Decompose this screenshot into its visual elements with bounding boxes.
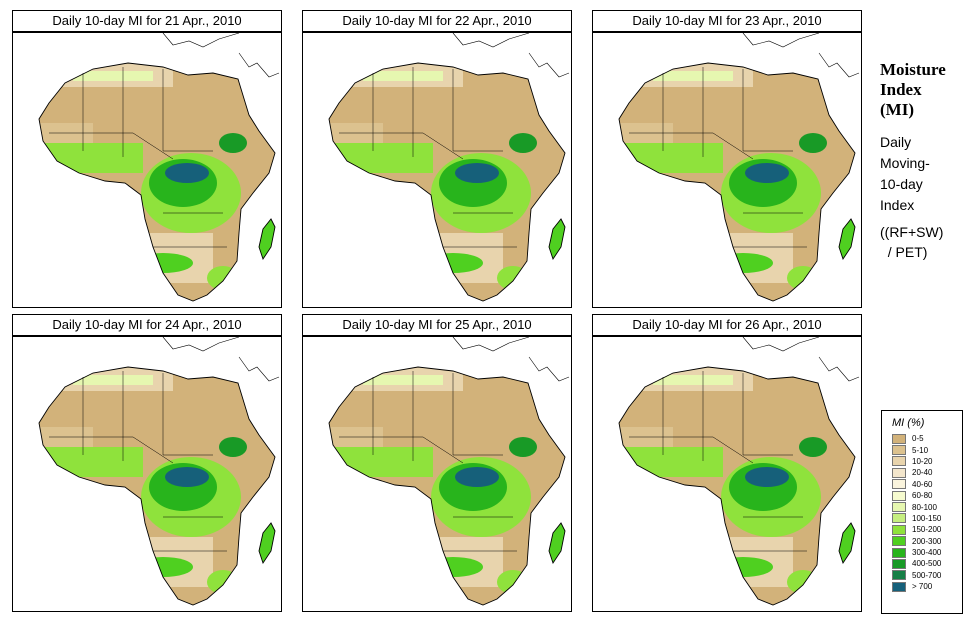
legend-label: 200-300 bbox=[912, 536, 942, 546]
legend-item: 40-60 bbox=[892, 479, 962, 490]
legend-item: 400-500 bbox=[892, 558, 962, 569]
legend-label: 20-40 bbox=[912, 468, 933, 478]
title-line: Moisture bbox=[880, 60, 946, 79]
description-line: 10-day bbox=[880, 176, 923, 192]
map-panel: Daily 10-day MI for 25 Apr., 2010 bbox=[302, 314, 572, 612]
formula-line: / PET) bbox=[880, 244, 928, 260]
legend-label: 400-500 bbox=[912, 559, 942, 569]
legend-item: > 700 bbox=[892, 581, 962, 592]
legend-label: 80-100 bbox=[912, 502, 937, 512]
map-canvas bbox=[618, 337, 860, 606]
legend-item: 100-150 bbox=[892, 513, 962, 524]
panel-title: Daily 10-day MI for 24 Apr., 2010 bbox=[12, 314, 282, 336]
moisture-index-title: Moisture Index (MI) bbox=[880, 60, 970, 120]
legend-label: 60-80 bbox=[912, 491, 933, 501]
africa-map bbox=[12, 32, 282, 308]
africa-map bbox=[302, 336, 572, 612]
legend-swatch bbox=[892, 524, 906, 535]
legend-item: 10-20 bbox=[892, 456, 962, 467]
map-panel: Daily 10-day MI for 23 Apr., 2010 bbox=[592, 10, 862, 308]
map-legend: MI (%) 0-5 5-10 10-20 20-40 40-60 60-80 80-100… bbox=[881, 410, 963, 614]
africa-map bbox=[12, 336, 282, 612]
index-formula: ((RF+SW) / PET) bbox=[880, 222, 972, 262]
legend-swatch bbox=[892, 513, 906, 524]
map-canvas bbox=[38, 337, 280, 606]
legend-swatch bbox=[892, 536, 906, 547]
map-canvas bbox=[38, 33, 280, 302]
africa-map bbox=[302, 32, 572, 308]
formula-line: ((RF+SW) bbox=[880, 224, 944, 240]
legend-label: 10-20 bbox=[912, 456, 933, 466]
legend-item: 300-400 bbox=[892, 547, 962, 558]
legend-item: 80-100 bbox=[892, 501, 962, 513]
panel-title: Daily 10-day MI for 22 Apr., 2010 bbox=[302, 10, 572, 32]
legend-label: 5-10 bbox=[912, 445, 929, 455]
legend-label: 40-60 bbox=[912, 479, 933, 489]
map-panel: Daily 10-day MI for 26 Apr., 2010 bbox=[592, 314, 862, 612]
map-panel: Daily 10-day MI for 21 Apr., 2010 bbox=[12, 10, 282, 308]
panel-title: Daily 10-day MI for 26 Apr., 2010 bbox=[592, 314, 862, 336]
legend-swatch bbox=[892, 433, 906, 444]
africa-map bbox=[592, 32, 862, 308]
panel-title: Daily 10-day MI for 21 Apr., 2010 bbox=[12, 10, 282, 32]
legend-label: 100-150 bbox=[912, 513, 942, 523]
legend-swatch bbox=[892, 558, 906, 569]
legend-swatch bbox=[892, 547, 906, 558]
legend-rows: 0-5 5-10 10-20 20-40 40-60 60-80 80-100 100-150… bbox=[882, 433, 962, 592]
map-canvas bbox=[618, 33, 860, 302]
legend-label: 500-700 bbox=[912, 570, 942, 580]
description-line: Index bbox=[880, 197, 915, 213]
legend-label: 150-200 bbox=[912, 525, 942, 535]
legend-swatch bbox=[892, 502, 906, 513]
legend-swatch bbox=[892, 456, 906, 467]
legend-item: 500-700 bbox=[892, 570, 962, 581]
legend-swatch bbox=[892, 581, 906, 592]
legend-item: 150-200 bbox=[892, 524, 962, 535]
africa-map bbox=[592, 336, 862, 612]
title-line: (MI) bbox=[880, 100, 914, 119]
map-canvas bbox=[328, 33, 570, 302]
panel-title: Daily 10-day MI for 23 Apr., 2010 bbox=[592, 10, 862, 32]
map-canvas bbox=[328, 337, 570, 606]
legend-item: 60-80 bbox=[892, 490, 962, 501]
map-panel: Daily 10-day MI for 24 Apr., 2010 bbox=[12, 314, 282, 612]
index-description: Daily Moving- 10-day Index bbox=[880, 132, 970, 216]
legend-item: 5-10 bbox=[892, 444, 962, 456]
legend-label: 300-400 bbox=[912, 548, 942, 558]
legend-swatch bbox=[892, 479, 906, 490]
description-line: Moving- bbox=[880, 155, 930, 171]
legend-item: 0-5 bbox=[892, 433, 962, 444]
description-line: Daily bbox=[880, 134, 912, 150]
legend-item: 200-300 bbox=[892, 536, 962, 547]
legend-item: 20-40 bbox=[892, 467, 962, 478]
legend-swatch bbox=[892, 467, 906, 478]
legend-swatch bbox=[892, 570, 906, 581]
legend-title: MI (%) bbox=[892, 417, 925, 429]
title-line: Index bbox=[880, 80, 922, 99]
map-panel: Daily 10-day MI for 22 Apr., 2010 bbox=[302, 10, 572, 308]
legend-label: > 700 bbox=[912, 582, 933, 592]
panel-title: Daily 10-day MI for 25 Apr., 2010 bbox=[302, 314, 572, 336]
legend-label: 0-5 bbox=[912, 434, 924, 444]
legend-swatch bbox=[892, 490, 906, 501]
legend-swatch bbox=[892, 445, 906, 456]
